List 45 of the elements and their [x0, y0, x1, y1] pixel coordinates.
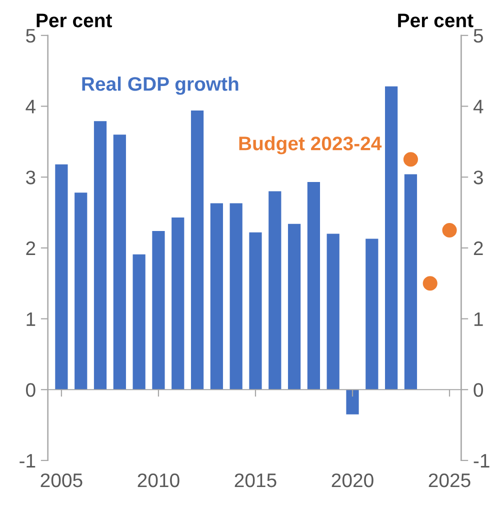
- bar: [172, 217, 184, 390]
- x-tick-label: 2010: [138, 473, 180, 488]
- bar: [366, 238, 378, 390]
- x-tick-label: 2005: [40, 473, 82, 488]
- y2-tick-label: 5: [474, 29, 483, 43]
- y-tick-label: 2: [26, 241, 36, 255]
- bar: [385, 86, 398, 390]
- bar: [268, 191, 282, 390]
- point: [422, 276, 438, 291]
- y-tick-label: -1: [20, 454, 36, 468]
- y2-tick-label: 4: [473, 100, 484, 114]
- bar: [132, 254, 146, 390]
- y2-tick-label: 0: [474, 383, 484, 397]
- y2-axis-title: Per cent: [398, 14, 474, 28]
- bar: [74, 192, 88, 390]
- y-tick-label: 5: [26, 29, 36, 43]
- bar: [346, 390, 359, 414]
- series-label: Real GDP growth: [82, 76, 238, 95]
- bar: [249, 232, 262, 390]
- x-tick-label: 2020: [332, 473, 374, 488]
- bar: [113, 134, 126, 390]
- bar: [190, 110, 204, 390]
- bar: [94, 121, 107, 390]
- y-tick-label: 0: [26, 383, 36, 397]
- y-tick-label: 3: [26, 170, 36, 184]
- y2-tick-label: 3: [474, 170, 483, 184]
- bar: [288, 224, 301, 390]
- bar: [55, 164, 68, 390]
- point: [442, 222, 457, 238]
- bar: [152, 230, 165, 390]
- bar: [210, 203, 223, 390]
- y-tick-label: 4: [26, 100, 36, 114]
- y2-tick-label: 2: [474, 241, 483, 255]
- series-label: Budget 2023-24: [239, 136, 382, 154]
- y-tick-label: 1: [26, 312, 36, 326]
- bar: [404, 174, 418, 390]
- x-tick-label: 2025: [428, 473, 470, 488]
- bar: [326, 234, 340, 390]
- y2-tick-label: 1: [474, 312, 483, 326]
- bar: [230, 203, 242, 390]
- y-axis-title: Per cent: [36, 14, 112, 28]
- point: [403, 152, 418, 167]
- bar: [307, 182, 320, 390]
- x-tick-label: 2015: [234, 473, 276, 488]
- y2-tick-label: -1: [474, 454, 490, 468]
